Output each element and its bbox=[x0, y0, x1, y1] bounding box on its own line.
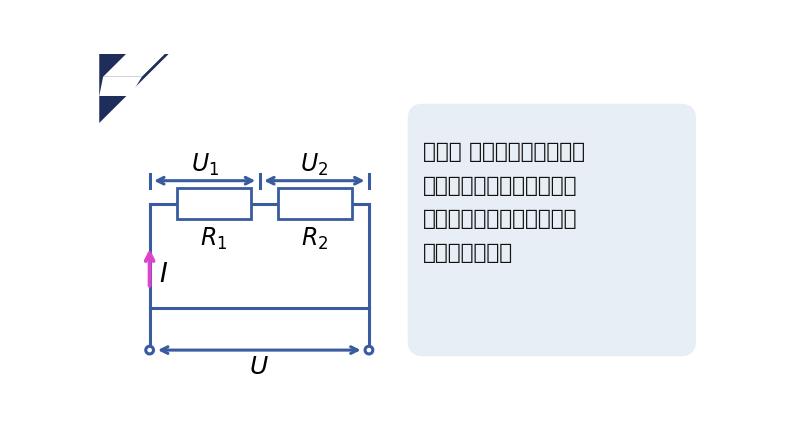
Bar bbox=[278, 188, 352, 219]
Circle shape bbox=[146, 346, 153, 354]
Text: $R_1$: $R_1$ bbox=[200, 225, 228, 252]
Bar bbox=[177, 188, 251, 219]
Circle shape bbox=[365, 346, 373, 354]
Polygon shape bbox=[99, 77, 142, 96]
FancyBboxPatch shape bbox=[407, 104, 696, 356]
Polygon shape bbox=[103, 54, 165, 77]
Text: $U$: $U$ bbox=[249, 355, 269, 379]
Polygon shape bbox=[99, 54, 169, 123]
Text: $U_2$: $U_2$ bbox=[300, 152, 329, 177]
Text: $R_2$: $R_2$ bbox=[301, 225, 329, 252]
Text: $I$: $I$ bbox=[159, 262, 168, 288]
Text: $U_1$: $U_1$ bbox=[191, 152, 218, 177]
Text: 结论： 串联电路中通过某个
电阵的电流或串联电路的电
流，等于电源两端电压除以
各分电阵之和。: 结论： 串联电路中通过某个 电阵的电流或串联电路的电 流，等于电源两端电压除以 … bbox=[423, 142, 585, 263]
